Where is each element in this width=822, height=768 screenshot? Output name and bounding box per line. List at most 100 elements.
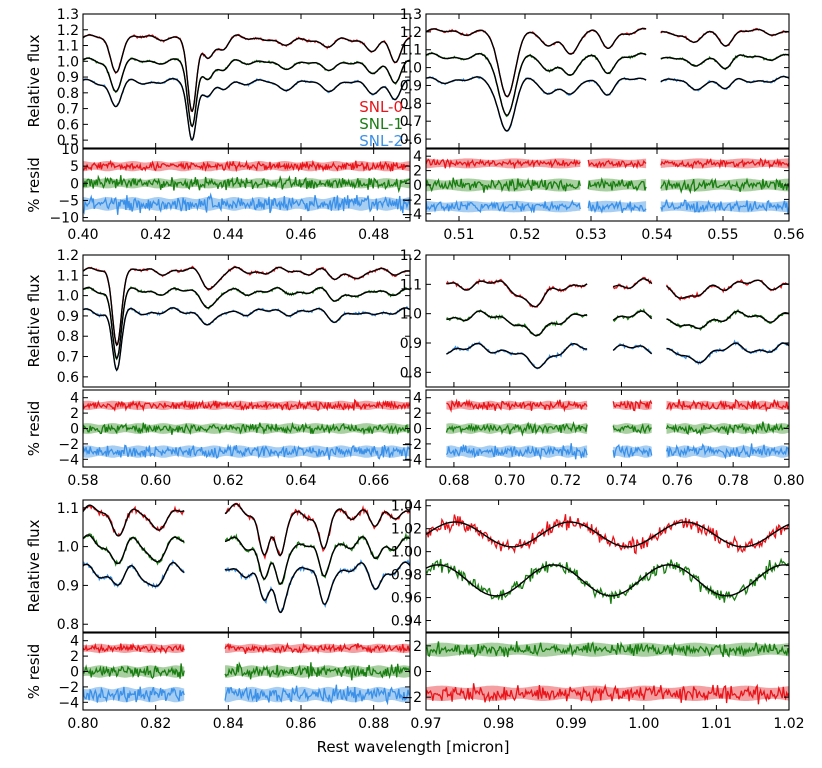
- plot-area: [83, 33, 410, 141]
- panel-7: 0.8 0.9 1.0 1.1 1.2: [400, 248, 790, 388]
- series-snl-0-observed: [83, 504, 185, 537]
- plot-area: [426, 27, 789, 132]
- x-tick-label: 0.52: [509, 227, 540, 243]
- x-tick-label: 0.88: [358, 716, 389, 732]
- y-tick-label: 2: [70, 406, 79, 422]
- y-tick-label: 1.2: [400, 248, 422, 264]
- x-tick-label: 0.76: [662, 473, 693, 489]
- y-tick-label: 0.6: [57, 117, 79, 133]
- y-tick-label: 0.98: [391, 568, 422, 584]
- plot-area: [426, 514, 789, 604]
- series-snl-1-model: [666, 310, 789, 330]
- y-tick-label: 0.7: [57, 102, 79, 118]
- series-snl-1-observed: [426, 51, 647, 118]
- y-tick-label: 1.2: [57, 248, 79, 264]
- x-tick-label: 0.78: [718, 473, 749, 489]
- x-tick-label: 0.98: [483, 716, 514, 732]
- y-tick-label: 5: [70, 159, 79, 175]
- y-tick-label: −2: [58, 680, 79, 696]
- series-snl-0-model: [83, 504, 185, 537]
- y-tick-label: 0.9: [400, 78, 422, 94]
- y-tick-label: 2: [70, 649, 79, 665]
- plot-area: [445, 276, 789, 370]
- y-tick-label: −2: [401, 192, 422, 208]
- x-tick-label: 0.86: [285, 716, 316, 732]
- series-snl-2-model: [426, 76, 647, 132]
- y-tick-label: 1.3: [57, 7, 79, 23]
- y-tick-label: 1.02: [391, 522, 422, 538]
- plot-area: [445, 398, 789, 461]
- x-tick-label: 0.64: [285, 473, 316, 489]
- series-snl-1-model: [83, 534, 185, 565]
- y-tick-label: 1.0: [57, 540, 79, 556]
- series-snl-2-model: [83, 307, 410, 372]
- resid-snl-1: [83, 663, 185, 680]
- y-tick-label: 0.8: [57, 617, 79, 633]
- x-tick-label: 0.60: [140, 473, 171, 489]
- x-tick-label: 0.68: [438, 473, 469, 489]
- y-tick-label: −2: [401, 437, 422, 453]
- x-tick-label: 0.74: [606, 473, 637, 489]
- y-tick-label: 4: [70, 634, 79, 650]
- band-snl-1: [83, 665, 185, 678]
- x-tick-label: 0.62: [213, 473, 244, 489]
- plot-area: [83, 265, 410, 372]
- panel-9: 0.8 0.9 1.0 1.1 Relative flux: [25, 499, 411, 633]
- y-tick-label: 0.9: [57, 578, 79, 594]
- panel-1: 0.50.60.70.80.91.01.11.21.3 Relative flux: [25, 7, 411, 149]
- y-tick-label: 0.94: [391, 614, 422, 630]
- legend-snl-0: SNL-0: [359, 98, 403, 116]
- x-tick-label: 1.01: [701, 716, 732, 732]
- y-tick-label: 0: [70, 422, 79, 438]
- y-tick-label: 1.1: [57, 39, 79, 55]
- y-tick-label: 0.9: [400, 336, 422, 352]
- plot-area: [83, 502, 410, 614]
- y-axis-label: % resid: [25, 644, 43, 700]
- y-tick-label: 1.2: [57, 23, 79, 39]
- resid-snl-2: [665, 443, 789, 460]
- y-tick-label: 1.04: [391, 499, 422, 515]
- axes-frame: [82, 148, 411, 222]
- resid-snl-2: [445, 443, 588, 461]
- x-axis-label: Rest wavelength [micron]: [317, 738, 510, 756]
- y-tick-label: −10: [49, 211, 79, 227]
- y-tick-label: 0: [413, 178, 422, 194]
- resid-snl-2: [587, 199, 647, 214]
- resid-snl-2: [612, 444, 653, 459]
- series-snl-0-model: [446, 280, 588, 308]
- y-tick-label: 0.8: [57, 86, 79, 102]
- y-axis-label: % resid: [25, 401, 43, 457]
- series-snl-2-model: [660, 75, 789, 91]
- x-tick-label: 0.44: [213, 227, 244, 243]
- y-tick-label: 0.6: [400, 132, 422, 148]
- series-snl-1-model: [426, 52, 647, 116]
- y-tick-label: 2: [413, 406, 422, 422]
- series-snl-0-model: [666, 279, 789, 299]
- y-tick-label: 1.1: [400, 277, 422, 293]
- panel-12: −2 0 2 0.97 0.98 0.99 1.00 1.01 1.02: [401, 632, 805, 732]
- y-tick-label: 0: [413, 665, 422, 681]
- series-snl-1-observed: [426, 557, 789, 604]
- resid-snl-2: [660, 199, 789, 215]
- resid-snl-0: [224, 642, 410, 655]
- panel-5: 0.6 0.7 0.8 0.9 1.0 1.1 1.2 Relative flux: [25, 248, 411, 388]
- y-tick-label: −4: [58, 695, 79, 711]
- x-tick-label: 1.02: [773, 716, 804, 732]
- y-tick-label: 1.0: [400, 61, 422, 77]
- series-snl-2-model: [83, 561, 185, 588]
- axes-frame: [82, 254, 411, 388]
- y-tick-label: 1.0: [57, 54, 79, 70]
- y-tick-label: 4: [70, 391, 79, 407]
- series-snl-0-observed: [445, 278, 588, 308]
- x-tick-label: 0.51: [443, 227, 474, 243]
- panel-11: 0.94 0.96 0.98 1.00 1.02 1.04: [391, 499, 790, 633]
- y-tick-label: 0.5: [57, 133, 79, 149]
- y-tick-label: −5: [58, 193, 79, 209]
- series-snl-0-observed: [426, 514, 789, 555]
- resid-snl-1: [224, 661, 410, 681]
